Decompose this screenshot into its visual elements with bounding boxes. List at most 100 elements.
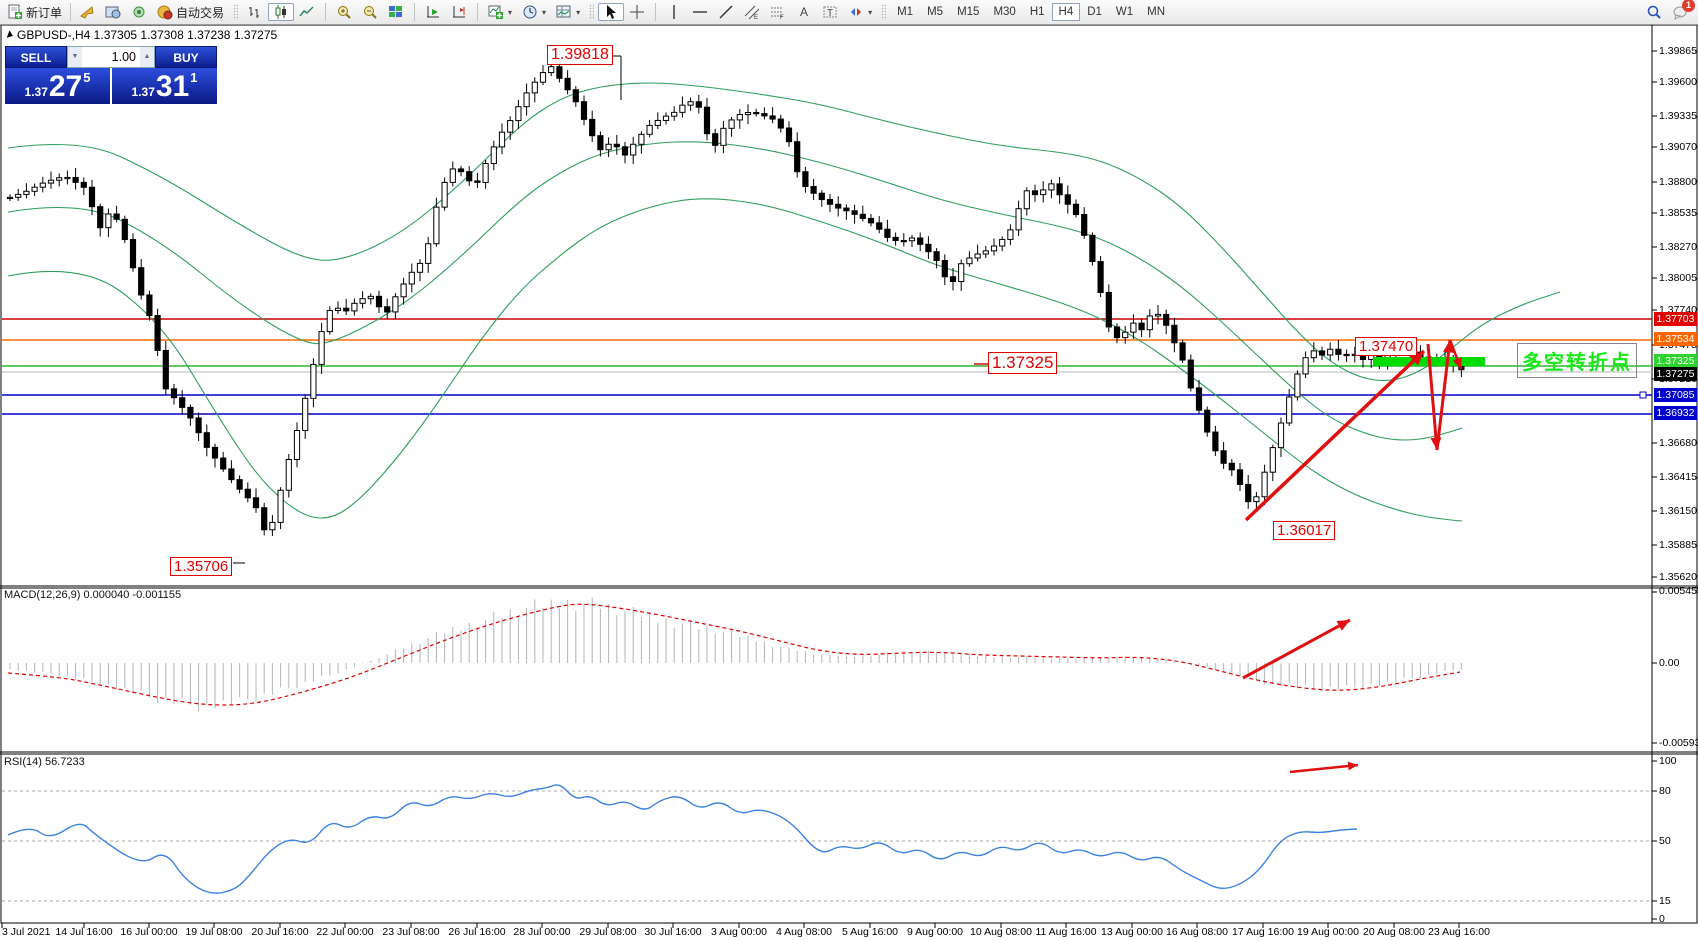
rsi-axis-tick: 80 xyxy=(1659,785,1671,797)
time-axis-tick: 30 Jul 16:00 xyxy=(644,926,702,938)
sell-button[interactable]: SELL xyxy=(5,46,67,68)
auto-trading-button[interactable]: 自动交易 xyxy=(152,3,229,21)
bar-chart-icon xyxy=(247,4,263,20)
time-axis-tick: 16 Aug 08:00 xyxy=(1166,926,1228,938)
bar-chart-button[interactable] xyxy=(242,3,268,21)
time-axis-tick: 17 Aug 16:00 xyxy=(1232,926,1294,938)
channel-button[interactable]: E xyxy=(739,3,765,21)
fibonacci-icon: F xyxy=(770,4,786,21)
auto-scroll-button[interactable] xyxy=(420,3,446,21)
price-axis-tick: 1.39335 xyxy=(1659,110,1697,122)
vertical-line-icon xyxy=(666,4,682,20)
cursor-button[interactable] xyxy=(598,3,625,21)
zoom-out-icon xyxy=(362,4,378,20)
price-tag: 1.37325 xyxy=(1654,354,1697,368)
buy-price-sup: 1 xyxy=(190,70,198,85)
buy-price[interactable]: 1.37 31 1 xyxy=(112,68,217,104)
vertical-line-button[interactable] xyxy=(661,3,687,21)
price-axis-tick: 1.39865 xyxy=(1659,45,1697,57)
templates-dropdown-arrow[interactable]: ▾ xyxy=(576,7,581,17)
chart-shift-button[interactable] xyxy=(446,3,472,21)
timeframe-m30[interactable]: M30 xyxy=(993,6,1016,18)
periods-button[interactable]: ▾ xyxy=(517,3,551,21)
crosshair-button[interactable] xyxy=(624,3,650,21)
periods-clock-icon xyxy=(522,4,538,20)
timeframe-m1[interactable]: M1 xyxy=(897,6,914,18)
time-axis-tick: 26 Jul 16:00 xyxy=(448,926,506,938)
buy-button[interactable]: BUY xyxy=(155,46,217,68)
buy-price-big: 31 xyxy=(155,70,190,103)
arrows-icon xyxy=(848,4,864,20)
volume-value[interactable]: 1.00 xyxy=(111,50,136,64)
text-label-button[interactable]: T xyxy=(817,3,843,21)
sell-price-big: 27 xyxy=(48,70,83,103)
periods-dropdown-arrow[interactable]: ▾ xyxy=(542,7,547,17)
chart-svg xyxy=(0,24,1698,928)
price-axis-tick: 1.36680 xyxy=(1659,437,1697,449)
zoom-in-button[interactable] xyxy=(331,3,357,21)
gold-cursor-button[interactable] xyxy=(74,3,100,21)
timeframe-d1[interactable]: D1 xyxy=(1087,6,1102,18)
price-axis-tick: 1.39600 xyxy=(1659,76,1697,88)
market-watch-icon xyxy=(105,4,121,20)
market-watch-button[interactable] xyxy=(100,3,126,21)
indicators-button[interactable]: ▾ xyxy=(483,3,517,21)
time-axis-tick: 20 Aug 08:00 xyxy=(1363,926,1425,938)
price-axis-tick: 1.35885 xyxy=(1659,539,1697,551)
sell-price-sup: 5 xyxy=(83,70,91,85)
price-annotation: 1.37470 xyxy=(1355,337,1418,356)
sell-price-prefix: 1.37 xyxy=(24,85,48,99)
tile-windows-button[interactable] xyxy=(383,3,409,21)
indicators-dropdown-arrow[interactable]: ▾ xyxy=(508,7,513,17)
timeframe-h4[interactable]: H4 xyxy=(1051,3,1081,21)
text-button[interactable]: A xyxy=(791,3,817,21)
new-order-icon xyxy=(7,4,23,20)
arrows-button[interactable]: ▾ xyxy=(843,3,877,21)
one-click-trading-panel: SELL ▼ 1.00 ▲ BUY 1.37 27 5 1.37 31 1 xyxy=(5,46,217,104)
horizontal-line-button[interactable] xyxy=(687,3,713,21)
chat-icon[interactable]: 1 xyxy=(1672,0,1695,21)
text-icon: A xyxy=(796,4,812,20)
price-annotation: 1.37325 xyxy=(988,352,1058,374)
trendline-icon xyxy=(718,4,734,20)
arrows-dropdown-arrow[interactable]: ▾ xyxy=(868,7,873,17)
search-icon[interactable] xyxy=(1646,4,1662,20)
time-axis-tick: 22 Jul 00:00 xyxy=(316,926,374,938)
timeframe-h1[interactable]: H1 xyxy=(1029,6,1045,18)
gold-cursor-icon xyxy=(79,4,95,20)
line-chart-button[interactable] xyxy=(294,3,320,21)
rsi-label: RSI(14) 56.7233 xyxy=(4,756,85,768)
price-tag: 1.37275 xyxy=(1654,367,1697,381)
timeframe-m15[interactable]: M15 xyxy=(957,6,980,18)
fibonacci-button[interactable]: F xyxy=(765,3,791,21)
chat-badge: 1 xyxy=(1682,0,1695,12)
time-axis-tick: 20 Jul 16:00 xyxy=(251,926,309,938)
zoom-out-button[interactable] xyxy=(357,3,383,21)
templates-button[interactable]: ▾ xyxy=(551,3,585,21)
chart-canvas[interactable]: GBPUSD-,H4 1.37305 1.37308 1.37238 1.372… xyxy=(0,24,1698,941)
price-annotation: 1.35706 xyxy=(170,557,233,576)
timeframe-m5[interactable]: M5 xyxy=(927,6,944,18)
price-annotation: 1.39818 xyxy=(547,45,613,65)
trendline-button[interactable] xyxy=(713,3,739,21)
volume-field[interactable]: ▼ 1.00 ▲ xyxy=(67,46,155,68)
rsi-axis-tick: 50 xyxy=(1659,835,1671,847)
svg-text:F: F xyxy=(780,15,784,20)
toolbar: 新订单 自动交易 xyxy=(0,0,1698,25)
timeframe-w1[interactable]: W1 xyxy=(1115,6,1134,18)
candlestick-button[interactable] xyxy=(268,3,295,21)
signals-button[interactable] xyxy=(126,3,152,21)
timeframe-mn[interactable]: MN xyxy=(1147,6,1166,18)
cursor-icon xyxy=(603,4,619,20)
sell-price[interactable]: 1.37 27 5 xyxy=(5,68,110,104)
macd-axis-top: 0.005455 xyxy=(1659,585,1698,597)
auto-scroll-icon xyxy=(425,4,441,20)
time-axis-tick: 28 Jul 00:00 xyxy=(513,926,571,938)
volume-up-button[interactable]: ▲ xyxy=(140,47,154,67)
time-axis-tick: 10 Aug 08:00 xyxy=(970,926,1032,938)
volume-down-button[interactable]: ▼ xyxy=(68,47,82,67)
price-axis-tick: 1.39070 xyxy=(1659,141,1697,153)
new-order-button[interactable]: 新订单 xyxy=(2,3,67,21)
auto-trading-icon xyxy=(157,4,173,20)
price-tag: 1.37534 xyxy=(1654,332,1697,346)
